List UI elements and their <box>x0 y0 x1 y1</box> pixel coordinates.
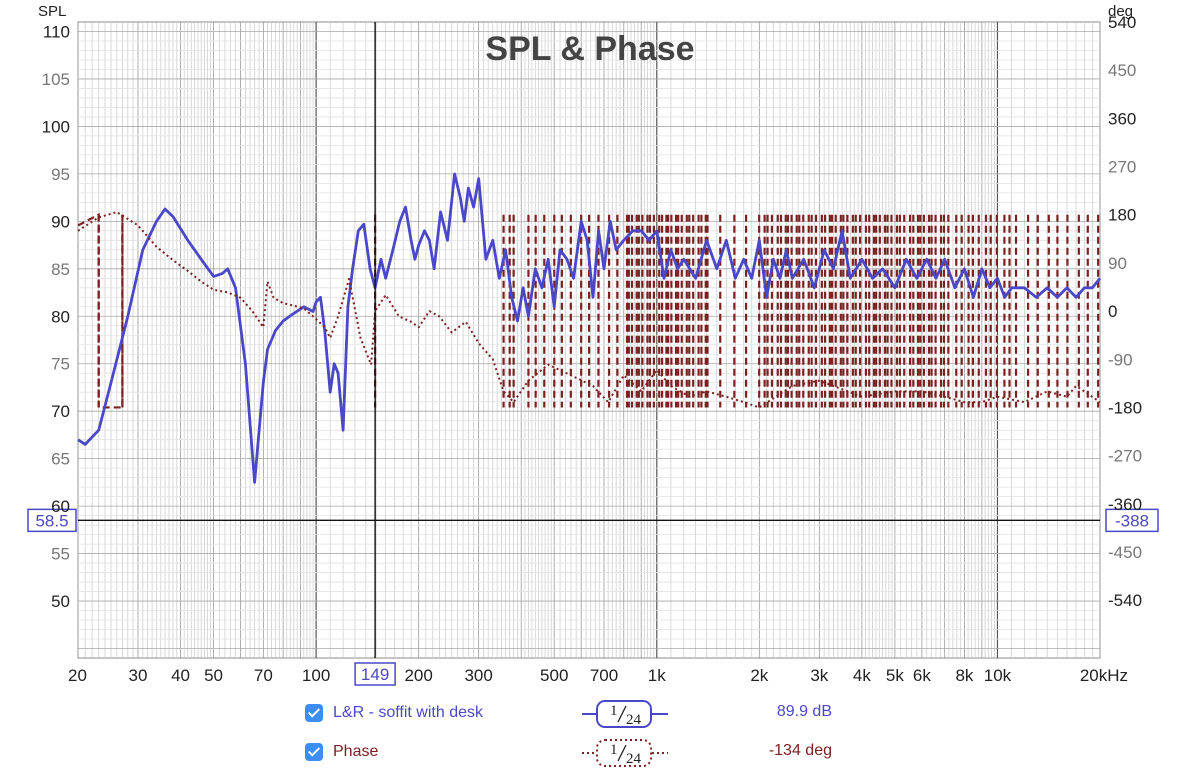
spl-smoothing-num: 1 <box>610 703 618 719</box>
left-tick-label: 110 <box>43 22 70 41</box>
x-tick-label: 30 <box>129 666 148 685</box>
x-tick-label: 500 <box>540 666 568 685</box>
left-tick-label: 50 <box>51 592 70 611</box>
x-tick-label: 10k <box>984 666 1012 685</box>
right-axis-label: deg <box>1108 3 1133 20</box>
cursor-x-readout-text: 149 <box>361 665 389 684</box>
right-tick-label: 0 <box>1108 302 1117 321</box>
left-tick-label: 100 <box>42 117 70 136</box>
right-tick-label: -90 <box>1108 350 1133 369</box>
phase-readout: -134 deg <box>768 742 832 759</box>
x-tick-label: 5k <box>886 666 904 685</box>
left-tick-label: 95 <box>51 165 70 184</box>
legend-row-spl: L&R - soffit with desk <box>305 698 483 728</box>
spl-legend-label[interactable]: L&R - soffit with desk <box>333 704 483 721</box>
cursor-right-readout: -388 <box>1105 508 1159 533</box>
right-tick-label: 360 <box>1108 109 1136 128</box>
spl-smoothing-control[interactable]: 1 24 <box>580 698 670 730</box>
left-axis-label: SPL <box>38 3 66 20</box>
spl-visible-checkbox[interactable] <box>305 704 323 722</box>
x-tick-label: 1k <box>648 666 666 685</box>
phase-smoothing-num: 1 <box>610 742 618 758</box>
x-tick-label: 20kHz <box>1080 666 1128 685</box>
left-tick-label: 80 <box>51 307 70 326</box>
spl-readout: 89.9 dB <box>776 703 832 720</box>
cursor-left-readout: 58.5 <box>27 508 77 533</box>
x-tick-label: 300 <box>464 666 492 685</box>
x-tick-label: 6k <box>913 666 931 685</box>
right-tick-label: -180 <box>1108 398 1142 417</box>
chart-series <box>77 172 1102 484</box>
phase-smoothing-den: 24 <box>626 751 642 767</box>
left-tick-label: 60 <box>51 497 70 516</box>
x-tick-label: 40 <box>171 666 190 685</box>
chart-axes: 50 55 60 65 70 75 80 85 90 95 100 105 110 -540 -450 -36… <box>42 13 1142 685</box>
phase-legend-label[interactable]: Phase <box>333 743 379 760</box>
x-tick-label: 3k <box>810 666 828 685</box>
left-tick-label: 75 <box>51 355 70 374</box>
right-tick-label: 450 <box>1108 61 1136 80</box>
right-tick-label: 270 <box>1108 158 1136 177</box>
x-tick-label: 100 <box>302 666 330 685</box>
left-tick-label: 55 <box>51 545 70 564</box>
phase-smoothing-control[interactable]: 1 24 <box>580 737 670 769</box>
cursor-left-readout-text: 58.5 <box>35 511 68 530</box>
right-tick-label: 540 <box>1108 13 1136 32</box>
right-tick-label: -270 <box>1108 447 1142 466</box>
left-tick-label: 105 <box>42 70 70 89</box>
cursor-right-readout-text: -388 <box>1115 511 1149 530</box>
x-tick-label: 20 <box>68 666 87 685</box>
legend-row-phase: Phase <box>305 737 378 767</box>
cursor-right-readout-box <box>1105 508 1159 533</box>
cursor-x-readout: 149 <box>354 662 396 686</box>
right-tick-label: -360 <box>1108 495 1142 514</box>
x-tick-label: 4k <box>853 666 871 685</box>
left-tick-label: 70 <box>51 402 70 421</box>
phase-visible-checkbox[interactable] <box>305 743 323 761</box>
x-tick-label: 50 <box>204 666 223 685</box>
spl-smoothing-den: 24 <box>626 712 642 728</box>
right-tick-label: -540 <box>1108 591 1142 610</box>
cursor-x-readout-box <box>354 662 396 686</box>
spl-series-line <box>77 172 1102 484</box>
left-tick-label: 65 <box>51 450 70 469</box>
x-tick-label: 200 <box>404 666 432 685</box>
right-tick-label: 180 <box>1108 206 1136 225</box>
right-tick-label: -450 <box>1108 543 1142 562</box>
chart-cursor[interactable]: 58.5 -388 149 <box>27 22 1159 686</box>
cursor-left-readout-box <box>27 508 77 533</box>
left-tick-label: 85 <box>51 260 70 279</box>
chart-title: SPL & Phase <box>485 30 694 68</box>
left-tick-label: 90 <box>51 212 70 231</box>
x-tick-label: 8k <box>955 666 973 685</box>
phase-series-line <box>77 211 1101 409</box>
x-tick-label: 700 <box>590 666 618 685</box>
x-tick-label: 70 <box>254 666 273 685</box>
x-tick-label: 2k <box>750 666 768 685</box>
right-tick-label: 90 <box>1108 254 1127 273</box>
phase-wrap-lines <box>77 212 1100 409</box>
